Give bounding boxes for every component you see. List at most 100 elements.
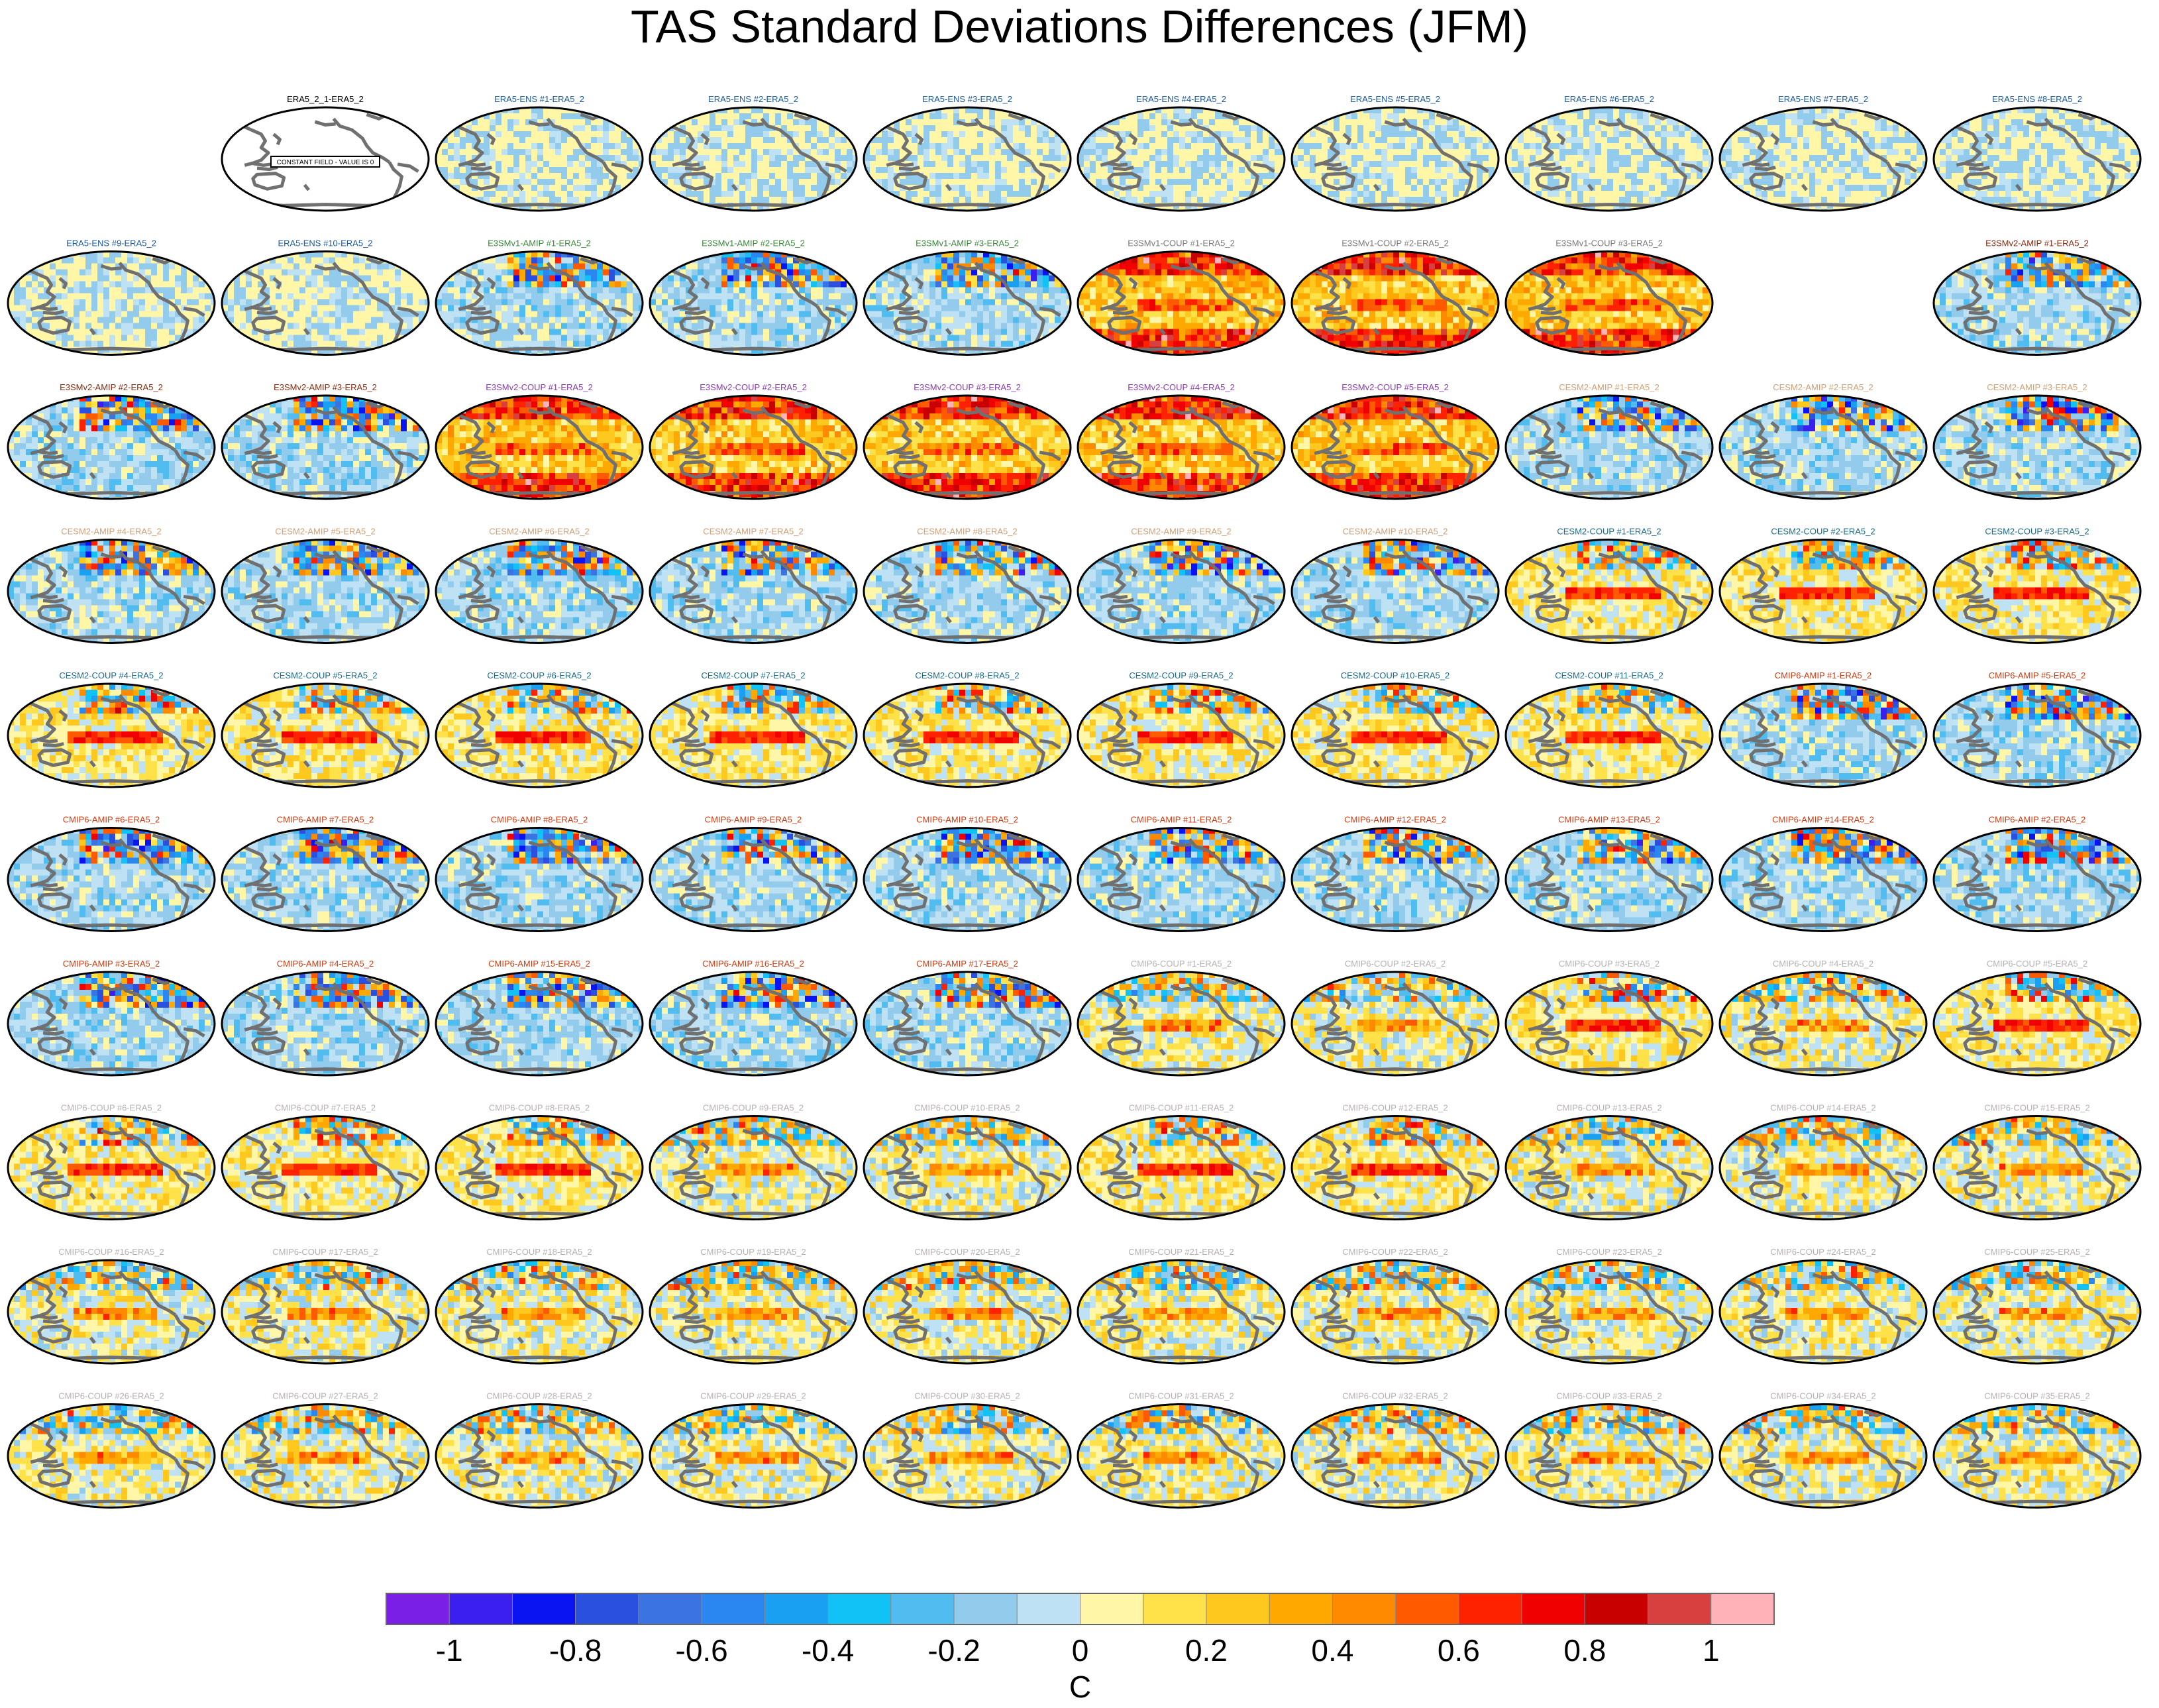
panel-title: CMIP6-AMIP #8-ERA5_2: [491, 815, 588, 825]
panel-title: CMIP6-COUP #20-ERA5_2: [914, 1247, 1020, 1257]
panel-title: E3SMv2-COUP #2-ERA5_2: [700, 382, 807, 392]
panel-title: CMIP6-COUP #1-ERA5_2: [1131, 959, 1232, 969]
map-panel: CESM2-COUP #9-ERA5_2: [1077, 670, 1286, 788]
map-panel: ERA5_2_1-ERA5_2 CONSTANT FIELD - VALUE IS…: [221, 94, 430, 212]
panel-title: CMIP6-AMIP #6-ERA5_2: [63, 815, 160, 825]
panel-title: CMIP6-COUP #10-ERA5_2: [914, 1103, 1020, 1113]
map-field: [222, 396, 429, 499]
map-panel: E3SMv2-COUP #1-ERA5_2: [435, 382, 644, 500]
colorbar-swatch: [1395, 1593, 1459, 1625]
map-field: [8, 1404, 215, 1508]
map-panel: CMIP6-COUP #3-ERA5_2: [1504, 959, 1714, 1077]
map-panel: CMIP6-COUP #1-ERA5_2: [1077, 959, 1286, 1077]
map-panel: CMIP6-AMIP #15-ERA5_2: [435, 959, 644, 1077]
panel-title: CMIP6-AMIP #17-ERA5_2: [916, 959, 1018, 969]
panel-title: CMIP6-AMIP #11-ERA5_2: [1131, 815, 1232, 825]
map-field: [222, 1260, 429, 1363]
map-panel: CESM2-AMIP #3-ERA5_2: [1932, 382, 2142, 500]
map-panel: ERA5-ENS #2-ERA5_2: [649, 94, 858, 212]
panel-title: E3SMv2-COUP #5-ERA5_2: [1342, 382, 1449, 392]
map-panel: E3SMv2-AMIP #1-ERA5_2: [1932, 239, 2142, 356]
map-field: [1720, 1260, 1926, 1363]
panel-title: CMIP6-COUP #35-ERA5_2: [1984, 1391, 2089, 1401]
map-field: [650, 972, 857, 1075]
map-panel: CMIP6-AMIP #11-ERA5_2: [1077, 815, 1286, 932]
panel-title: CESM2-COUP #6-ERA5_2: [487, 670, 591, 680]
map-panel: CESM2-COUP #1-ERA5_2: [1504, 527, 1714, 644]
map-field: [222, 539, 429, 643]
map-field: [1506, 539, 1712, 643]
colorbar-swatch: [764, 1593, 829, 1625]
panel-title: CESM2-AMIP #8-ERA5_2: [917, 527, 1018, 537]
map-panel: CMIP6-COUP #16-ERA5_2: [7, 1247, 216, 1365]
panel-title: CMIP6-AMIP #16-ERA5_2: [702, 959, 804, 969]
map-panel: CMIP6-COUP #18-ERA5_2: [435, 1247, 644, 1365]
colorbar-swatch: [827, 1593, 892, 1625]
panel-title: CESM2-COUP #2-ERA5_2: [1771, 527, 1875, 537]
map-panel: CMIP6-AMIP #2-ERA5_2: [1932, 815, 2142, 932]
map-panel: ERA5-ENS #6-ERA5_2: [1504, 94, 1714, 212]
panel-title: ERA5-ENS #3-ERA5_2: [922, 94, 1012, 104]
map-panel: CESM2-AMIP #5-ERA5_2: [221, 527, 430, 644]
colorbar-swatch: [1080, 1593, 1144, 1625]
colorbar-tick-label: -0.6: [676, 1633, 728, 1668]
panel-title: CESM2-COUP #4-ERA5_2: [59, 670, 163, 680]
map-panel: CMIP6-COUP #2-ERA5_2: [1290, 959, 1500, 1077]
colorbar-swatch: [638, 1593, 702, 1625]
map-field: [8, 1116, 215, 1220]
panel-title: CESM2-COUP #8-ERA5_2: [915, 670, 1019, 680]
map-panel: ERA5-ENS #9-ERA5_2: [7, 239, 216, 356]
map-panel: CMIP6-AMIP #14-ERA5_2: [1718, 815, 1928, 932]
map-panel: E3SMv1-AMIP #2-ERA5_2: [649, 239, 858, 356]
colorbar-swatch: [1332, 1593, 1396, 1625]
chart-title: TAS Standard Deviations Differences (JFM…: [0, 0, 2159, 53]
map-field: [1934, 827, 2140, 932]
map-panel: CMIP6-COUP #15-ERA5_2: [1932, 1103, 2142, 1220]
map-panel: CMIP6-COUP #14-ERA5_2: [1718, 1103, 1928, 1220]
map-field: [436, 107, 643, 211]
map-panel: CESM2-AMIP #2-ERA5_2: [1718, 382, 1928, 500]
panel-title: ERA5-ENS #10-ERA5_2: [278, 239, 372, 248]
colorbar-tick-label: 0.2: [1185, 1633, 1228, 1668]
map-panel: CMIP6-AMIP #17-ERA5_2: [863, 959, 1072, 1077]
map-panel: CMIP6-COUP #21-ERA5_2: [1077, 1247, 1286, 1365]
panel-title: CMIP6-COUP #33-ERA5_2: [1556, 1391, 1661, 1401]
colorbar-tick-label: -0.4: [802, 1633, 854, 1668]
panel-title: CMIP6-COUP #25-ERA5_2: [1984, 1247, 2089, 1257]
map-panel: CMIP6-COUP #11-ERA5_2: [1077, 1103, 1286, 1220]
panel-title: E3SMv1-AMIP #1-ERA5_2: [488, 239, 591, 248]
panel-title: CMIP6-COUP #13-ERA5_2: [1556, 1103, 1661, 1113]
map-field: [864, 1260, 1071, 1363]
map-panel: CMIP6-AMIP #6-ERA5_2: [7, 815, 216, 932]
map-panel: CESM2-COUP #5-ERA5_2: [221, 670, 430, 788]
map-field: [222, 972, 429, 1075]
panel-title: CMIP6-COUP #18-ERA5_2: [486, 1247, 592, 1257]
map-panel: CMIP6-AMIP #7-ERA5_2: [221, 815, 430, 932]
map-field: [436, 539, 643, 643]
constant-field-note: CONSTANT FIELD - VALUE IS 0: [277, 159, 374, 166]
panel-title: CMIP6-COUP #5-ERA5_2: [1987, 959, 2087, 969]
panel-title: CMIP6-AMIP #12-ERA5_2: [1344, 815, 1446, 825]
colorbar-swatch: [1584, 1593, 1649, 1625]
colorbar-swatch: [448, 1593, 513, 1625]
panel-title: CMIP6-COUP #22-ERA5_2: [1342, 1247, 1448, 1257]
panel-title: ERA5-ENS #5-ERA5_2: [1350, 94, 1440, 104]
map-panel: E3SMv2-AMIP #2-ERA5_2: [7, 382, 216, 500]
map-panel: ERA5-ENS #3-ERA5_2: [863, 94, 1072, 212]
map-panel: CMIP6-COUP #7-ERA5_2: [221, 1103, 430, 1220]
map-field: [1078, 251, 1285, 355]
map-field: [1292, 684, 1499, 787]
panel-title: CMIP6-COUP #21-ERA5_2: [1128, 1247, 1234, 1257]
colorbar-tick-label: -1: [436, 1633, 463, 1668]
panel-title: CMIP6-AMIP #14-ERA5_2: [1772, 815, 1874, 825]
map-field: [1934, 539, 2140, 643]
map-field: [8, 972, 215, 1075]
panel-title: ERA5-ENS #1-ERA5_2: [494, 94, 584, 104]
map-panel: CESM2-AMIP #1-ERA5_2: [1504, 382, 1714, 500]
colorbar-swatch: [701, 1593, 765, 1625]
panel-title: CESM2-AMIP #9-ERA5_2: [1131, 527, 1232, 537]
map-field: [1292, 251, 1499, 355]
map-panel: CMIP6-AMIP #3-ERA5_2: [7, 959, 216, 1077]
map-panel: CMIP6-COUP #24-ERA5_2: [1718, 1247, 1928, 1365]
panel-title: CESM2-AMIP #2-ERA5_2: [1773, 382, 1873, 392]
